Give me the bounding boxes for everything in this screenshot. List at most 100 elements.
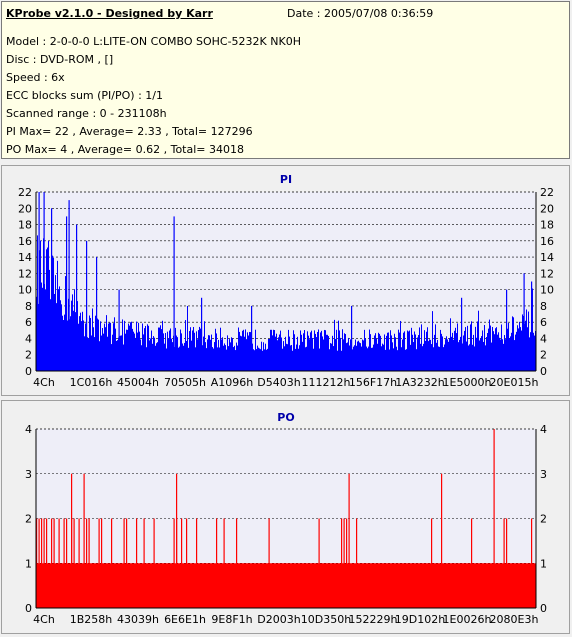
spike-bar [66, 518, 68, 608]
bar [264, 349, 265, 371]
bar [247, 563, 248, 608]
bar [360, 563, 361, 608]
y-tick-label: 12 [18, 267, 32, 280]
bar [109, 322, 110, 371]
bar [327, 563, 328, 608]
bar [474, 346, 475, 371]
bar [231, 337, 232, 371]
bar [400, 320, 401, 371]
bar [357, 563, 358, 608]
bar [385, 349, 386, 371]
bar [466, 341, 467, 371]
bar [482, 330, 483, 371]
bar [459, 339, 460, 371]
bar [242, 563, 243, 608]
bar [172, 563, 173, 608]
bar [368, 346, 369, 371]
bar [454, 330, 455, 371]
bar [156, 563, 157, 608]
bar [111, 344, 112, 371]
y-tick-label: 8 [25, 300, 32, 313]
bar [287, 563, 288, 608]
bar [422, 563, 423, 608]
bar [121, 563, 122, 608]
bar [429, 563, 430, 608]
bar [235, 350, 236, 371]
y-tick-label-right: 0 [540, 365, 547, 378]
bar [306, 563, 307, 608]
bar [428, 563, 429, 608]
bar [430, 339, 431, 371]
bar [338, 320, 339, 371]
spike-bar [471, 518, 473, 608]
bar [125, 333, 126, 371]
bar [451, 563, 452, 608]
bar [203, 336, 204, 371]
bar [106, 563, 107, 608]
x-tick-label: 111212h [302, 376, 351, 389]
bar [213, 563, 214, 608]
bar [322, 563, 323, 608]
bar [200, 328, 201, 371]
bar [182, 563, 183, 608]
bar [77, 563, 78, 608]
bar [473, 563, 474, 608]
bar [414, 563, 415, 608]
bar [129, 325, 130, 371]
bar [65, 276, 66, 371]
bar [153, 336, 154, 371]
bar [487, 563, 488, 608]
bar [491, 563, 492, 608]
bar [421, 563, 422, 608]
bar [375, 563, 376, 608]
bar [469, 344, 470, 371]
bar [344, 333, 345, 371]
bar [145, 325, 146, 371]
spike-bar [523, 273, 525, 371]
bar [87, 337, 88, 371]
bar [359, 563, 360, 608]
bar [452, 563, 453, 608]
bar [122, 319, 123, 371]
bar [274, 330, 275, 371]
bar [293, 330, 294, 371]
bar [185, 563, 186, 608]
bar [244, 563, 245, 608]
bar [442, 336, 443, 371]
bar [65, 563, 66, 608]
bar [254, 563, 255, 608]
bar [275, 336, 276, 371]
bar [474, 563, 475, 608]
bar [444, 344, 445, 371]
bar [205, 563, 206, 608]
spike-bar [251, 305, 253, 371]
bar [294, 334, 295, 371]
bar [255, 563, 256, 608]
bar [183, 563, 184, 608]
bar [257, 345, 258, 371]
bar [377, 563, 378, 608]
bar [110, 322, 111, 371]
bar [284, 346, 285, 371]
bar [406, 563, 407, 608]
spike-bar [51, 518, 53, 608]
bar [213, 348, 214, 371]
bar [137, 332, 138, 371]
bar [261, 563, 262, 608]
x-tick-label: 6E6E1h [164, 613, 206, 626]
bar [208, 335, 209, 371]
bar [476, 337, 477, 371]
bar [159, 327, 160, 371]
bar [316, 563, 317, 608]
bar [330, 563, 331, 608]
bar [266, 349, 267, 371]
bar [207, 563, 208, 608]
bar [60, 563, 61, 608]
bar [528, 563, 529, 608]
bar [389, 349, 390, 371]
bar [463, 335, 464, 371]
bar [79, 316, 80, 371]
bar [162, 320, 163, 371]
bar [164, 343, 165, 371]
spike-bar [506, 289, 508, 371]
